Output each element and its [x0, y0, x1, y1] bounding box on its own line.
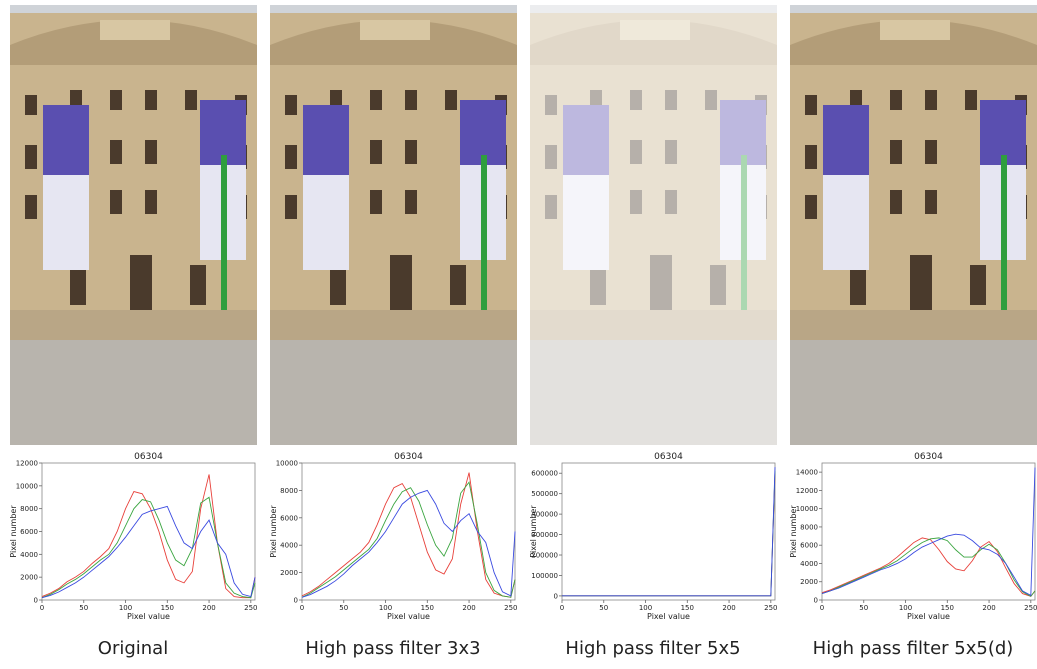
- x-tick-label: 100: [119, 604, 132, 612]
- y-tick-label: 0: [294, 597, 298, 605]
- histogram-line: [302, 473, 515, 598]
- y-tick-label: 14000: [796, 469, 818, 477]
- caption: High pass filter 3x3: [305, 638, 480, 659]
- y-tick-label: 8000: [800, 523, 818, 531]
- x-tick-label: 100: [899, 604, 912, 612]
- x-tick-label: 0: [820, 604, 824, 612]
- y-tick-label: 10000: [796, 505, 818, 513]
- y-tick-label: 12000: [796, 487, 818, 495]
- x-tick-label: 250: [764, 604, 777, 612]
- y-tick-label: 2000: [800, 578, 818, 586]
- y-tick-label: 0: [554, 592, 558, 600]
- photo: [270, 5, 517, 445]
- y-tick-label: 400000: [531, 511, 558, 519]
- y-axis-label: Pixel number: [269, 505, 278, 558]
- x-tick-label: 100: [639, 604, 652, 612]
- y-tick-label: 8000: [280, 487, 298, 495]
- histogram-line: [302, 490, 515, 597]
- y-tick-label: 4000: [800, 560, 818, 568]
- x-axis-label: Pixel value: [127, 612, 170, 621]
- caption: High pass filter 5x5(d): [813, 638, 1014, 659]
- y-tick-label: 600000: [531, 470, 558, 478]
- x-tick-label: 50: [339, 604, 348, 612]
- photo-overexposure: [530, 5, 777, 445]
- x-tick-label: 200: [982, 604, 995, 612]
- histogram-line: [822, 538, 1035, 596]
- y-tick-label: 10000: [16, 482, 38, 490]
- y-tick-label: 12000: [16, 460, 38, 468]
- chart-title: 06304: [914, 452, 943, 462]
- x-tick-label: 250: [1024, 604, 1037, 612]
- y-tick-label: 6000: [20, 528, 38, 536]
- x-tick-label: 0: [300, 604, 304, 612]
- y-tick-label: 500000: [531, 490, 558, 498]
- chart-title: 06304: [654, 452, 683, 462]
- histogram-line: [562, 473, 775, 596]
- y-tick-label: 6000: [280, 514, 298, 522]
- y-tick-label: 300000: [531, 531, 558, 539]
- x-tick-label: 50: [859, 604, 868, 612]
- y-tick-label: 200000: [531, 552, 558, 560]
- x-tick-label: 250: [244, 604, 257, 612]
- chart-title: 06304: [134, 452, 163, 462]
- x-tick-label: 250: [504, 604, 517, 612]
- x-axis-label: Pixel value: [387, 612, 430, 621]
- plot-frame: [302, 463, 515, 600]
- histogram-line: [822, 538, 1035, 596]
- histogram-line: [42, 506, 255, 597]
- x-tick-label: 50: [79, 604, 88, 612]
- y-tick-label: 2000: [280, 569, 298, 577]
- y-tick-label: 0: [814, 597, 818, 605]
- y-tick-label: 0: [34, 597, 38, 605]
- y-tick-label: 4000: [280, 542, 298, 550]
- x-tick-label: 150: [941, 604, 954, 612]
- x-tick-label: 50: [599, 604, 608, 612]
- x-tick-label: 150: [161, 604, 174, 612]
- histogram-line: [42, 497, 255, 597]
- y-tick-label: 8000: [20, 505, 38, 513]
- x-tick-label: 150: [421, 604, 434, 612]
- y-tick-label: 100000: [531, 572, 558, 580]
- histogram-line: [42, 474, 255, 597]
- x-tick-label: 200: [722, 604, 735, 612]
- histogram-line: [822, 468, 1035, 596]
- photo: [790, 5, 1037, 445]
- caption: High pass filter 5x5: [565, 638, 740, 659]
- caption: Original: [98, 638, 168, 659]
- x-tick-label: 150: [681, 604, 694, 612]
- x-axis-label: Pixel value: [647, 612, 690, 621]
- chart-title: 06304: [394, 452, 423, 462]
- plot-frame: [42, 463, 255, 600]
- x-tick-label: 200: [462, 604, 475, 612]
- photo: [10, 5, 257, 445]
- y-tick-label: 6000: [800, 542, 818, 550]
- x-axis-label: Pixel value: [907, 612, 950, 621]
- histogram-line: [562, 467, 775, 596]
- histogram-line: [562, 471, 775, 596]
- x-tick-label: 100: [379, 604, 392, 612]
- x-tick-label: 0: [40, 604, 44, 612]
- y-axis-label: Pixel number: [9, 505, 18, 558]
- x-tick-label: 0: [560, 604, 564, 612]
- y-tick-label: 2000: [20, 574, 38, 582]
- y-tick-label: 4000: [20, 551, 38, 559]
- plot-frame: [562, 463, 775, 600]
- y-tick-label: 10000: [276, 460, 298, 468]
- x-tick-label: 200: [202, 604, 215, 612]
- figure: 06304 Pixel value Pixel number Original 0 200…: [0, 0, 1037, 665]
